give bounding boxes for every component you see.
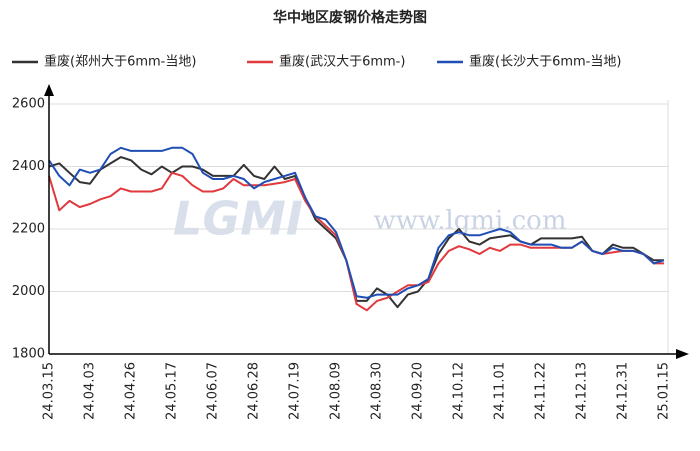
series-line <box>48 171 664 312</box>
y-tick-label: 2600 <box>12 97 45 112</box>
watermark-logo: LGMI <box>173 192 303 246</box>
x-tick-label: 24.11.22 <box>534 362 549 420</box>
x-tick-label: 24.04.03 <box>83 362 98 420</box>
x-tick-label: 24.12.13 <box>575 362 590 420</box>
series-line <box>48 156 664 309</box>
legend-label: 重废(长沙大于6mm-当地) <box>469 54 621 70</box>
x-tick-label: 24.06.07 <box>206 362 221 420</box>
y-tick-label: 1800 <box>12 347 45 362</box>
x-tick-label: 24.10.12 <box>452 362 467 420</box>
chart-title: 华中地区废钢价格走势图 <box>273 9 427 26</box>
x-tick-label: 24.12.31 <box>616 362 631 420</box>
x-tick-label: 24.05.17 <box>165 362 180 420</box>
legend-label: 重废(武汉大于6mm-) <box>279 54 405 70</box>
x-tick-label: 24.08.30 <box>370 362 385 420</box>
y-tick-label: 2400 <box>12 159 45 174</box>
watermark-url: www.lgmi.com <box>373 206 566 236</box>
x-tick-label: 24.09.20 <box>411 362 426 420</box>
x-tick-label: 24.03.15 <box>42 362 57 420</box>
y-axis-arrow <box>44 84 54 96</box>
x-tick-label: 24.11.01 <box>493 362 508 420</box>
y-tick-label: 2000 <box>12 284 45 299</box>
x-axis-arrow <box>676 349 689 359</box>
y-tick-label: 2200 <box>12 222 45 237</box>
plot: 1800 2000 2200 2400 2600 24.03.15 24.04.03 24.0… <box>12 97 672 420</box>
x-tick-label: 24.06.28 <box>247 362 262 420</box>
x-tick-label: 25.01.15 <box>657 362 672 420</box>
x-tick-label: 24.04.26 <box>124 362 139 420</box>
x-tick-label: 24.07.19 <box>288 362 303 420</box>
x-tick-label: 24.08.09 <box>329 362 344 420</box>
series-line <box>48 146 665 299</box>
legend-label: 重废(郑州大于6mm-当地) <box>44 54 196 70</box>
